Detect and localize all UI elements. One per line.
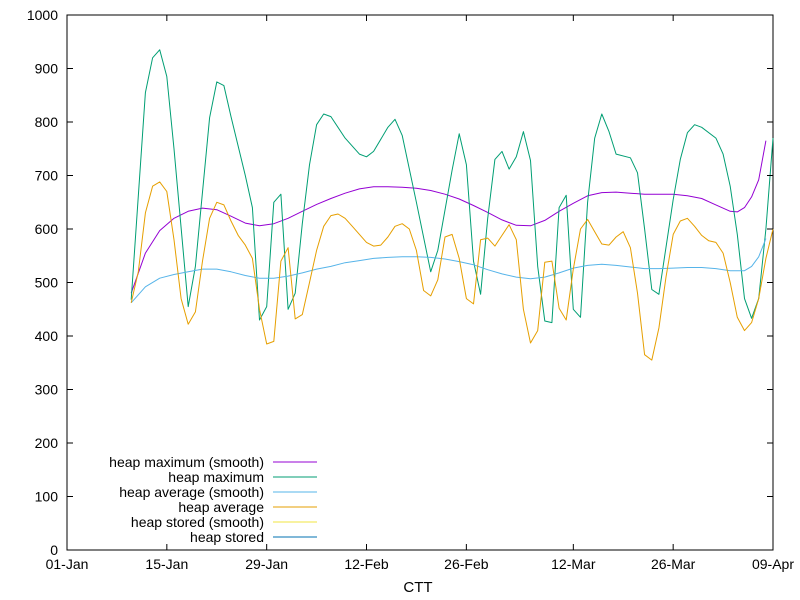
x-tick-label: 09-Apr xyxy=(752,556,794,572)
y-tick-label: 1000 xyxy=(27,7,58,23)
legend-label: heap maximum (smooth) xyxy=(109,454,264,470)
y-tick-label: 500 xyxy=(35,275,59,291)
y-tick-label: 700 xyxy=(35,168,59,184)
y-tick-label: 0 xyxy=(50,542,58,558)
x-tick-label: 26-Feb xyxy=(444,556,489,572)
series-line-heap-average-smooth xyxy=(130,238,767,304)
y-tick-label: 300 xyxy=(35,382,59,398)
legend-label: heap maximum xyxy=(168,469,264,485)
legend-label: heap average (smooth) xyxy=(119,484,264,500)
y-tick-label: 400 xyxy=(35,328,59,344)
x-axis-title: CTT xyxy=(403,579,432,596)
x-tick-label: 29-Jan xyxy=(245,556,288,572)
x-tick-label: 12-Mar xyxy=(551,556,596,572)
x-tick-label: 15-Jan xyxy=(145,556,188,572)
series-line-heap-average xyxy=(130,181,774,361)
series-lines xyxy=(130,49,774,361)
axis-ticks xyxy=(66,14,774,551)
axis-labels: 0 100 200 300 400 500 600 700 800 900 1000 01-Jan 15… xyxy=(27,7,794,572)
legend-label: heap stored xyxy=(190,529,264,545)
y-tick-label: 200 xyxy=(35,435,59,451)
x-tick-label: 12-Feb xyxy=(344,556,389,572)
y-tick-label: 600 xyxy=(35,221,59,237)
y-tick-label: 800 xyxy=(35,114,59,130)
x-tick-label: 26-Mar xyxy=(651,556,696,572)
legend-label: heap stored (smooth) xyxy=(131,514,264,530)
legend-label: heap average xyxy=(178,499,264,515)
y-tick-label: 100 xyxy=(35,489,59,505)
series-line-heap-maximum xyxy=(130,49,774,324)
y-tick-label: 900 xyxy=(35,61,59,77)
x-tick-label: 01-Jan xyxy=(46,556,89,572)
series-line-heap-maximum-smooth xyxy=(130,140,767,294)
